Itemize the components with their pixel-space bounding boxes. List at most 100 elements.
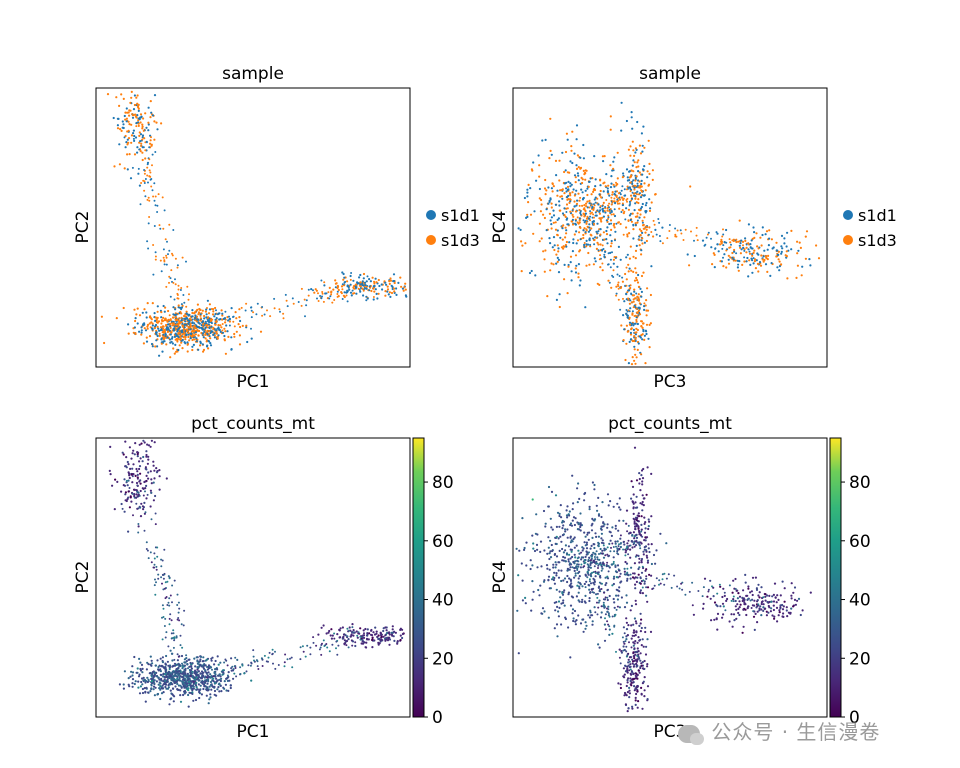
data-point	[189, 669, 193, 672]
data-point	[127, 111, 130, 114]
data-point	[628, 232, 631, 235]
data-point	[320, 297, 323, 300]
data-point	[165, 477, 168, 480]
data-point	[141, 671, 144, 674]
data-point	[630, 684, 633, 687]
data-point	[386, 285, 389, 288]
data-point	[168, 667, 171, 671]
data-point	[216, 327, 219, 330]
data-point	[735, 252, 738, 255]
data-point	[637, 165, 640, 168]
data-point	[218, 318, 221, 321]
data-point	[396, 642, 399, 645]
data-point	[631, 164, 634, 167]
data-point	[120, 129, 123, 132]
data-point	[577, 614, 580, 617]
data-point	[142, 342, 145, 345]
data-point	[147, 691, 150, 694]
data-point	[532, 590, 535, 593]
data-point	[131, 452, 134, 455]
data-point	[731, 591, 734, 594]
data-point	[257, 668, 260, 670]
data-point	[162, 256, 165, 259]
data-point	[688, 264, 691, 267]
data-point	[575, 124, 579, 127]
data-point	[312, 636, 315, 639]
data-point	[166, 604, 169, 606]
data-point	[184, 338, 187, 341]
data-point	[147, 557, 150, 560]
data-point	[668, 230, 671, 232]
data-point	[640, 325, 643, 328]
data-point	[155, 568, 158, 571]
data-point	[621, 176, 625, 179]
data-point	[186, 663, 189, 666]
data-point	[714, 247, 717, 250]
data-point	[154, 255, 157, 258]
data-point	[796, 240, 799, 243]
data-point	[147, 247, 150, 250]
data-point	[565, 509, 568, 512]
data-point	[136, 667, 139, 670]
data-point	[634, 674, 637, 678]
data-point	[173, 695, 176, 698]
data-point	[561, 547, 564, 551]
data-point	[589, 582, 593, 585]
data-point	[630, 673, 633, 676]
data-point	[643, 539, 646, 542]
data-point	[550, 202, 553, 205]
data-point	[575, 619, 578, 622]
data-point	[568, 553, 571, 556]
data-point	[770, 607, 773, 610]
data-point	[530, 269, 533, 273]
data-point	[569, 579, 573, 583]
data-point	[568, 514, 571, 517]
data-point	[633, 209, 636, 212]
data-point	[562, 551, 566, 554]
data-point	[140, 329, 143, 332]
data-point	[374, 277, 377, 280]
data-point	[215, 309, 217, 312]
data-point	[582, 618, 585, 621]
data-point	[723, 594, 726, 598]
data-point	[193, 322, 196, 325]
data-point	[631, 212, 634, 215]
data-point	[585, 264, 588, 267]
data-point	[141, 683, 144, 686]
data-point	[625, 309, 628, 311]
data-point	[634, 620, 638, 623]
data-point	[636, 684, 639, 688]
data-point	[647, 543, 650, 546]
data-point	[245, 326, 248, 329]
data-point	[156, 305, 159, 308]
data-point	[566, 505, 569, 508]
data-point	[196, 666, 199, 669]
data-point	[151, 662, 154, 665]
data-point	[557, 250, 560, 253]
data-point	[373, 282, 376, 285]
data-point	[180, 654, 184, 658]
data-point	[144, 691, 147, 694]
data-point	[608, 202, 611, 205]
data-point	[617, 285, 620, 287]
data-point	[260, 657, 263, 660]
data-point	[116, 124, 119, 127]
data-point	[640, 194, 643, 197]
data-point	[171, 336, 174, 339]
data-point	[217, 324, 220, 327]
data-point	[602, 556, 606, 559]
data-point	[632, 493, 635, 496]
data-point	[642, 271, 645, 274]
data-point	[181, 304, 184, 307]
data-point	[577, 577, 580, 580]
data-point	[547, 536, 550, 539]
data-point	[153, 199, 156, 202]
data-point	[578, 209, 581, 212]
data-point	[159, 670, 162, 673]
data-point	[630, 480, 633, 483]
data-point	[157, 676, 160, 680]
data-point	[560, 516, 563, 519]
data-point	[261, 665, 264, 667]
data-point	[234, 667, 237, 669]
data-point	[752, 226, 755, 229]
